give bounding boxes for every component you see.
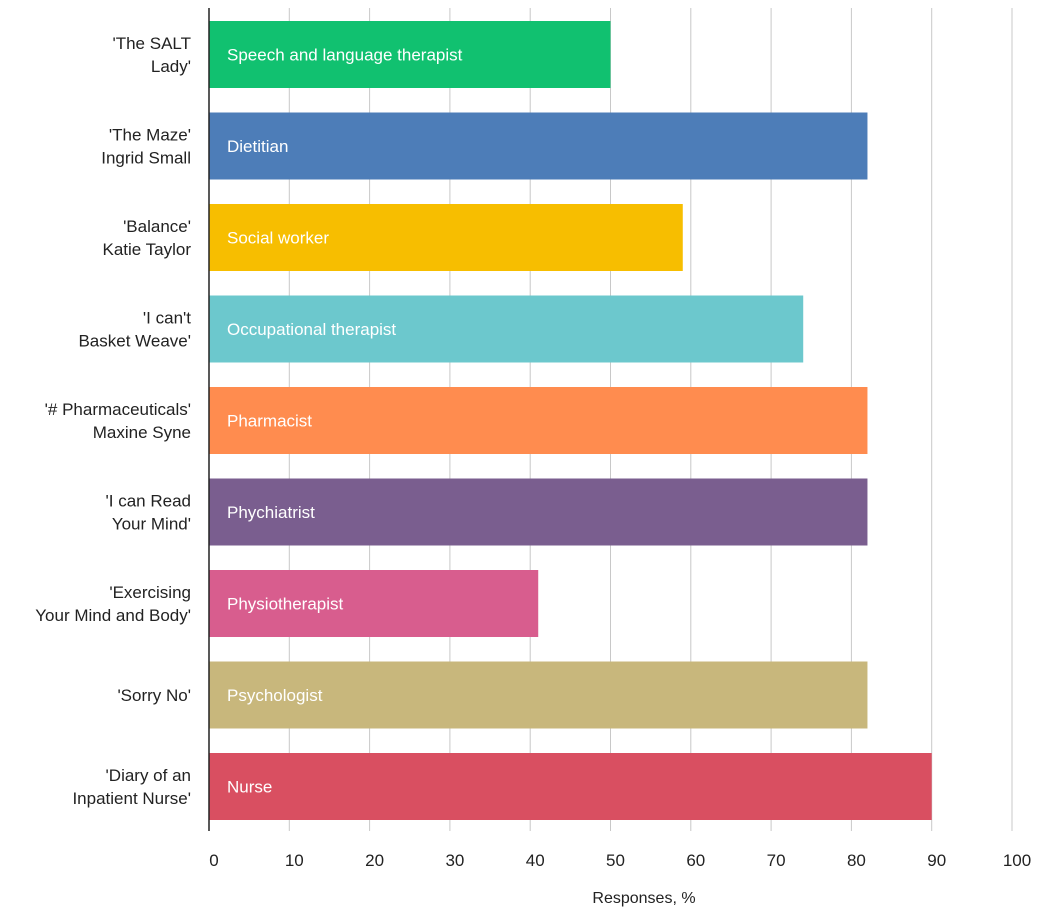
y-tick-label-6: 'Exercising Your Mind and Body' bbox=[35, 583, 191, 625]
bar-2 bbox=[209, 204, 683, 271]
bar-0 bbox=[209, 21, 611, 88]
bar-label-8: Nurse bbox=[227, 778, 272, 797]
bar-6 bbox=[209, 570, 539, 637]
y-tick-label-8: 'Diary of an Inpatient Nurse' bbox=[72, 766, 191, 808]
y-tick-label-1: 'The Maze' Ingrid Small bbox=[101, 126, 191, 168]
bar-label-6: Physiotherapist bbox=[227, 595, 344, 614]
y-tick-labels: 'The SALT Lady' 'The Maze' Ingrid Small 'Bal… bbox=[35, 34, 191, 808]
bar-label-2: Social worker bbox=[227, 229, 329, 248]
bar-4 bbox=[209, 387, 868, 454]
y-tick-label-0: 'The SALT Lady' bbox=[112, 34, 191, 76]
y-tick-label-5: 'I can Read Your Mind' bbox=[106, 492, 191, 534]
x-tick-label-60: 60 bbox=[686, 851, 705, 870]
bar-7 bbox=[209, 661, 868, 729]
bar-label-5: Phychiatrist bbox=[227, 503, 315, 522]
bar-label-4: Pharmacist bbox=[227, 412, 312, 431]
bar-5 bbox=[209, 478, 868, 546]
bar-label-0: Speech and language therapist bbox=[227, 46, 463, 65]
bar-label-3: Occupational therapist bbox=[227, 320, 396, 339]
bar-label-7: Psychologist bbox=[227, 686, 323, 705]
x-tick-label-40: 40 bbox=[526, 851, 545, 870]
x-tick-label-70: 70 bbox=[767, 851, 786, 870]
y-tick-label-7: 'Sorry No' bbox=[117, 686, 191, 705]
y-tick-label-4: '# Pharmaceuticals' Maxine Syne bbox=[45, 400, 191, 442]
y-tick-label-2: 'Balance' Katie Taylor bbox=[102, 217, 191, 259]
bar-label-1: Dietitian bbox=[227, 137, 288, 156]
x-tick-labels: 0 10 20 30 40 50 60 70 80 90 100 bbox=[209, 851, 1031, 870]
bars: Speech and language therapist Dietitian So… bbox=[209, 21, 932, 820]
y-tick-label-3: 'I can't Basket Weave' bbox=[78, 309, 191, 351]
x-tick-label-80: 80 bbox=[847, 851, 866, 870]
x-tick-label-50: 50 bbox=[606, 851, 625, 870]
x-tick-label-100: 100 bbox=[1003, 851, 1031, 870]
bar-8 bbox=[209, 753, 932, 820]
x-tick-label-90: 90 bbox=[927, 851, 946, 870]
x-axis-title: Responses, % bbox=[592, 890, 695, 907]
bar-1 bbox=[209, 112, 868, 180]
x-tick-label-30: 30 bbox=[445, 851, 464, 870]
x-tick-label-20: 20 bbox=[365, 851, 384, 870]
x-tick-label-10: 10 bbox=[285, 851, 304, 870]
bar-3 bbox=[209, 295, 804, 363]
x-tick-label-0: 0 bbox=[209, 851, 218, 870]
